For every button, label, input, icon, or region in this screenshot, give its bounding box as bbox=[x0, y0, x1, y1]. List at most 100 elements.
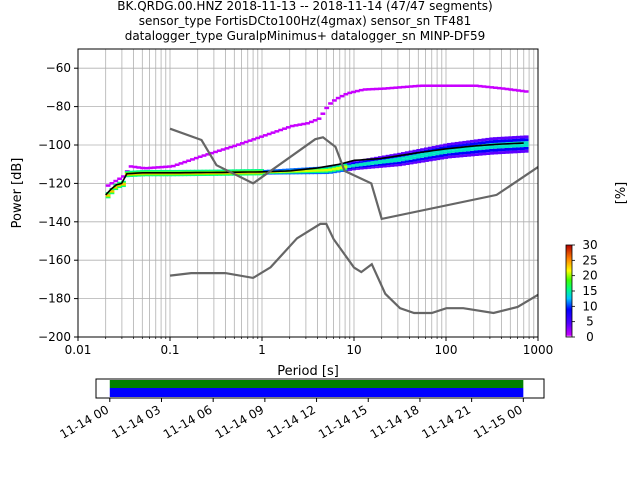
psd-cell bbox=[328, 167, 333, 169]
psd-cell bbox=[424, 154, 429, 158]
psd-cell bbox=[500, 145, 506, 149]
psd-cell bbox=[378, 156, 383, 159]
psd-cell bbox=[439, 149, 445, 152]
psd-cell bbox=[324, 167, 330, 169]
psd-cell bbox=[351, 167, 356, 169]
psd-cell bbox=[155, 170, 161, 173]
psd-cell bbox=[232, 170, 238, 172]
psd-cell bbox=[481, 146, 487, 150]
psd-cell bbox=[385, 165, 391, 168]
psd-cell bbox=[473, 84, 479, 88]
psd-cell bbox=[335, 169, 341, 172]
psd-cell bbox=[205, 173, 211, 175]
psd-cell bbox=[132, 174, 138, 176]
psd-cell bbox=[209, 170, 215, 173]
psd-cell bbox=[508, 147, 514, 151]
psd-cell bbox=[167, 165, 172, 168]
psd-cell bbox=[347, 161, 353, 164]
psd-cell bbox=[466, 148, 472, 152]
x-tick-label: 0.1 bbox=[160, 343, 179, 357]
psd-cell bbox=[416, 84, 422, 88]
psd-cell bbox=[358, 161, 364, 163]
psd-cell bbox=[362, 160, 368, 163]
psd-cell bbox=[220, 173, 226, 175]
psd-cell bbox=[420, 155, 425, 158]
psd-cell bbox=[324, 170, 330, 172]
psd-cell bbox=[516, 138, 521, 142]
psd-cell bbox=[297, 172, 303, 175]
psd-cell bbox=[470, 84, 475, 87]
psd-cell bbox=[136, 175, 142, 177]
psd-cell bbox=[182, 174, 188, 177]
psd-cell bbox=[105, 196, 111, 199]
psd-cell bbox=[105, 194, 111, 197]
psd-cell bbox=[416, 160, 422, 164]
psd-cell bbox=[239, 174, 245, 176]
psd-cell bbox=[504, 87, 510, 91]
psd-cell bbox=[378, 163, 383, 166]
psd-cell bbox=[485, 146, 491, 150]
psd-cell bbox=[282, 171, 287, 173]
psd-cell bbox=[462, 148, 468, 152]
psd-cell bbox=[174, 173, 180, 176]
psd-cell bbox=[201, 154, 207, 157]
psd-cell bbox=[519, 138, 525, 142]
psd-cell bbox=[493, 148, 498, 152]
psd-cell bbox=[477, 84, 483, 88]
psd-cell bbox=[155, 169, 161, 172]
psd-cell bbox=[378, 165, 383, 168]
psd-cell bbox=[155, 174, 161, 177]
psd-cell bbox=[259, 172, 264, 175]
psd-cell bbox=[251, 173, 257, 176]
psd-cell bbox=[412, 149, 418, 153]
psd-cell bbox=[408, 150, 414, 153]
psd-cell bbox=[312, 171, 318, 174]
psd-cell bbox=[443, 146, 449, 149]
psd-cell bbox=[124, 174, 130, 177]
colorbar-tick-label: 15 bbox=[582, 284, 597, 298]
psd-cell bbox=[412, 84, 418, 88]
psd-cell bbox=[362, 162, 368, 165]
psd-cell bbox=[431, 148, 437, 151]
psd-cell bbox=[435, 152, 441, 156]
psd-cell bbox=[485, 149, 491, 153]
title-line-2: sensor_type FortisDCto100Hz(4gmax) senso… bbox=[139, 14, 471, 28]
psd-cell bbox=[408, 157, 414, 160]
psd-cell bbox=[412, 161, 418, 164]
psd-cell bbox=[404, 85, 410, 89]
psd-cell bbox=[247, 170, 253, 172]
psd-cell bbox=[278, 168, 284, 171]
psd-cell bbox=[512, 136, 518, 139]
psd-cell bbox=[416, 156, 422, 159]
psd-cell bbox=[193, 173, 199, 176]
psd-cell bbox=[328, 168, 333, 170]
psd-cell bbox=[462, 154, 468, 158]
psd-cell bbox=[370, 159, 376, 162]
psd-cell bbox=[362, 88, 368, 91]
psd-cell bbox=[366, 163, 372, 166]
psd-cell bbox=[493, 151, 498, 155]
psd-cell bbox=[435, 150, 441, 153]
psd-cell bbox=[151, 173, 157, 176]
psd-cell bbox=[232, 144, 238, 148]
psd-cell bbox=[420, 160, 425, 163]
psd-cell bbox=[182, 160, 188, 164]
psd-cell bbox=[439, 156, 445, 160]
psd-cell bbox=[516, 135, 521, 139]
psd-cell bbox=[370, 161, 376, 164]
psd-cell bbox=[132, 170, 138, 172]
psd-cell bbox=[389, 162, 395, 165]
psd-cell bbox=[450, 152, 456, 156]
psd-cell bbox=[324, 171, 330, 173]
psd-cell bbox=[354, 165, 360, 167]
psd-cell bbox=[220, 170, 226, 172]
psd-cell bbox=[228, 174, 234, 176]
psd-cell bbox=[485, 85, 491, 89]
psd-cell bbox=[401, 161, 406, 164]
psd-cell bbox=[466, 140, 472, 144]
psd-cell bbox=[358, 164, 364, 167]
psd-cell bbox=[351, 168, 356, 171]
psd-cell bbox=[393, 164, 399, 167]
psd-cell bbox=[447, 142, 452, 146]
psd-cell bbox=[378, 160, 383, 163]
